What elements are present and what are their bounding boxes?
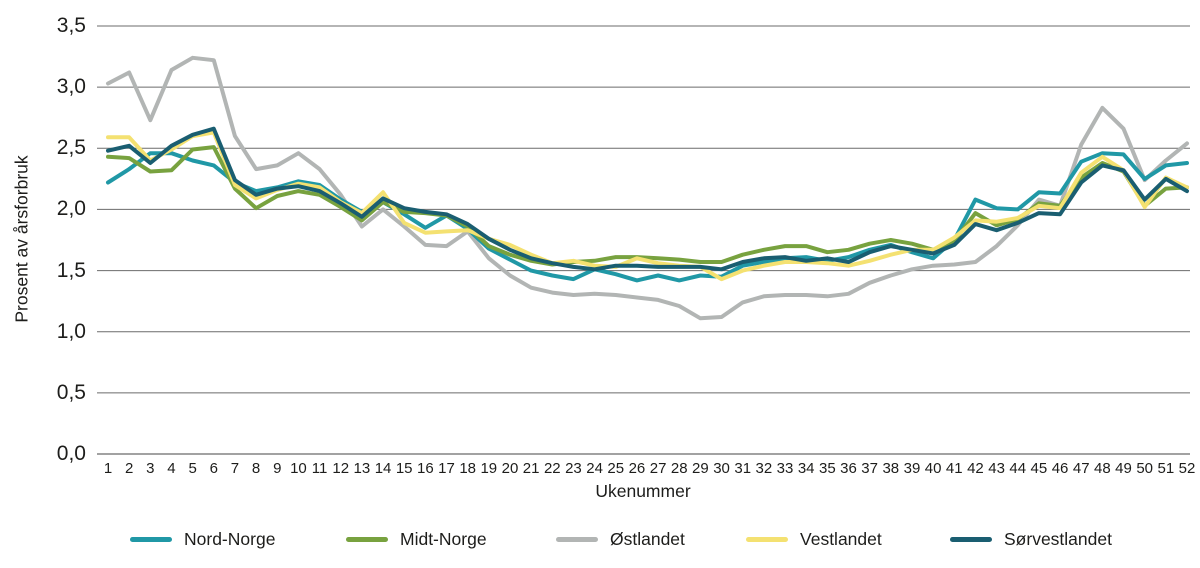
y-tick-label: 1,0 (56, 319, 86, 343)
legend-item: Sørvestlandet (950, 529, 1112, 549)
x-tick-label: 35 (818, 460, 836, 477)
x-tick-label: 14 (374, 460, 392, 477)
legend-label: Sørvestlandet (1004, 528, 1112, 549)
x-tick-label: 46 (1051, 460, 1069, 477)
x-tick-label: 4 (167, 460, 176, 477)
series-line-ostlandet (106, 55, 1189, 321)
x-tick-label: 50 (1136, 460, 1154, 477)
x-tick-label: 51 (1157, 460, 1175, 477)
legend-line-marker-icon (950, 536, 992, 542)
x-tick-label: 24 (586, 460, 603, 477)
x-tick-label: 19 (480, 460, 498, 477)
legend-item: Vestlandet (746, 529, 882, 549)
x-tick-label: 28 (670, 460, 688, 477)
x-tick-label: 5 (188, 460, 197, 477)
x-tick-label: 42 (967, 460, 984, 477)
x-axis-title: Ukenummer (595, 481, 691, 501)
x-tick-label: 17 (438, 460, 455, 477)
x-tick-label: 27 (649, 460, 667, 477)
x-tick-label: 18 (459, 460, 476, 477)
legend-label: Nord-Norge (184, 528, 276, 549)
x-tick-label: 2 (124, 460, 134, 477)
x-tick-label: 3 (146, 460, 155, 477)
x-tick-label: 52 (1178, 460, 1196, 477)
x-tick-label: 26 (628, 460, 646, 477)
series-line-midt-norge (106, 145, 1189, 267)
x-tick-label: 6 (209, 460, 218, 477)
y-tick-label: 2,5 (56, 136, 86, 160)
legend-label: Østlandet (610, 528, 685, 549)
x-tick-label: 7 (230, 460, 240, 477)
x-tick-label: 25 (607, 460, 625, 477)
x-tick-label: 47 (1072, 460, 1090, 477)
x-tick-label: 8 (251, 460, 261, 477)
x-tick-label: 23 (565, 460, 582, 477)
legend-item: Østlandet (556, 529, 685, 549)
x-tick-label: 49 (1115, 460, 1132, 477)
legend-line-marker-icon (746, 536, 788, 542)
x-tick-label: 36 (840, 460, 857, 477)
x-tick-label: 40 (924, 460, 942, 477)
x-tick-label: 33 (776, 460, 794, 477)
legend-line-marker-icon (346, 536, 388, 542)
legend-item: Midt-Norge (346, 529, 487, 549)
y-tick-label: 0,0 (56, 442, 86, 465)
y-tick-label: 3,0 (56, 75, 86, 99)
x-tick-label: 21 (522, 460, 540, 477)
x-tick-label: 20 (501, 460, 519, 477)
x-tick-label: 9 (273, 460, 282, 477)
x-tick-label: 32 (755, 460, 773, 477)
x-tick-label: 30 (713, 460, 730, 477)
legend-item: Nord-Norge (130, 529, 275, 549)
x-tick-label: 1 (103, 460, 113, 477)
legend-line-marker-icon (130, 536, 172, 542)
x-tick-label: 29 (692, 460, 709, 477)
series-line-sorvestlandet (106, 126, 1189, 272)
x-tick-label: 37 (861, 460, 878, 477)
legend-label: Vestlandet (800, 528, 882, 549)
y-tick-label: 1,5 (56, 258, 86, 282)
series-line-nord-norge (106, 151, 1189, 283)
x-tick-label: 48 (1094, 460, 1111, 477)
x-tick-label: 34 (797, 460, 815, 477)
y-axis-title: Prosent av årsforbruk (11, 155, 32, 323)
x-tick-label: 41 (945, 460, 963, 477)
x-tick-label: 43 (988, 460, 1005, 477)
x-tick-label: 13 (353, 460, 371, 477)
x-tick-label: 44 (1009, 460, 1027, 477)
legend-label: Midt-Norge (400, 528, 487, 549)
x-tick-label: 39 (903, 460, 921, 477)
y-tick-label: 2,0 (56, 197, 86, 221)
x-tick-label: 15 (395, 460, 413, 477)
x-tick-label: 22 (543, 460, 561, 477)
x-tick-label: 38 (882, 460, 900, 477)
x-tick-label: 10 (290, 460, 307, 477)
y-tick-label: 0,5 (56, 380, 86, 404)
x-tick-label: 31 (734, 460, 752, 477)
y-tick-label: 3,5 (56, 14, 86, 37)
x-tick-label: 45 (1030, 460, 1048, 477)
x-tick-label: 11 (311, 460, 328, 477)
x-tick-label: 16 (417, 460, 434, 477)
x-tick-label: 12 (332, 460, 350, 477)
legend-line-marker-icon (556, 536, 598, 542)
